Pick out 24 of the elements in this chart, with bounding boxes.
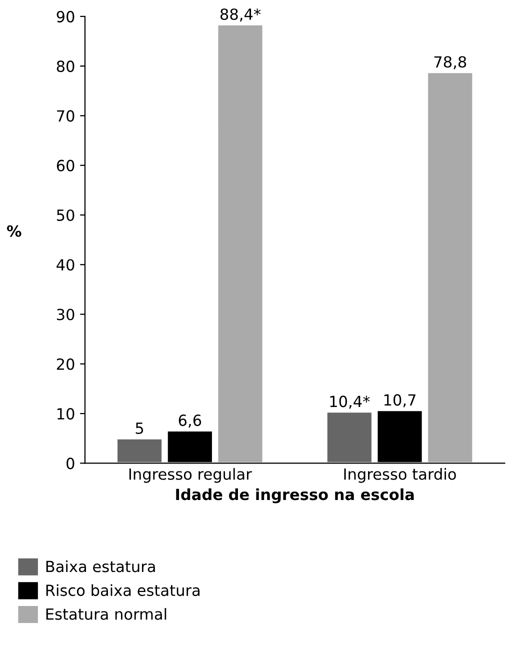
legend-label: Estatura normal: [46, 608, 166, 620]
y-tick-label: 0: [66, 458, 74, 470]
x-tick-label: Ingresso tardio: [344, 468, 456, 483]
y-tick-label: 40: [56, 259, 74, 271]
bar: [216, 23, 264, 464]
data-label: 78,8: [434, 56, 466, 70]
y-tick-label: 80: [56, 60, 74, 72]
y-tick-label: 70: [57, 110, 74, 122]
legend-label: Risco baixa estatura: [46, 584, 200, 596]
data-label: 10,7: [384, 394, 416, 408]
y-tick-label: 90: [56, 10, 74, 22]
y-tick-label: 20: [56, 358, 74, 370]
legend-label: Baixa estatura: [46, 560, 155, 572]
y-tick-label: 50: [56, 209, 74, 222]
y-tick-label: 60: [56, 160, 74, 172]
data-label: 88,4*: [220, 8, 261, 22]
x-tick-label: Ingresso regular: [129, 468, 252, 483]
data-label: 10,4*: [330, 396, 370, 409]
data-label: 5: [136, 422, 144, 434]
x-axis-title: Idade de ingresso na escola: [176, 488, 414, 504]
y-axis-title: %: [6, 225, 22, 237]
y-tick-label: 30: [56, 308, 74, 320]
y-tick-label: 10: [57, 408, 74, 420]
data-label: 6,6: [178, 414, 202, 428]
